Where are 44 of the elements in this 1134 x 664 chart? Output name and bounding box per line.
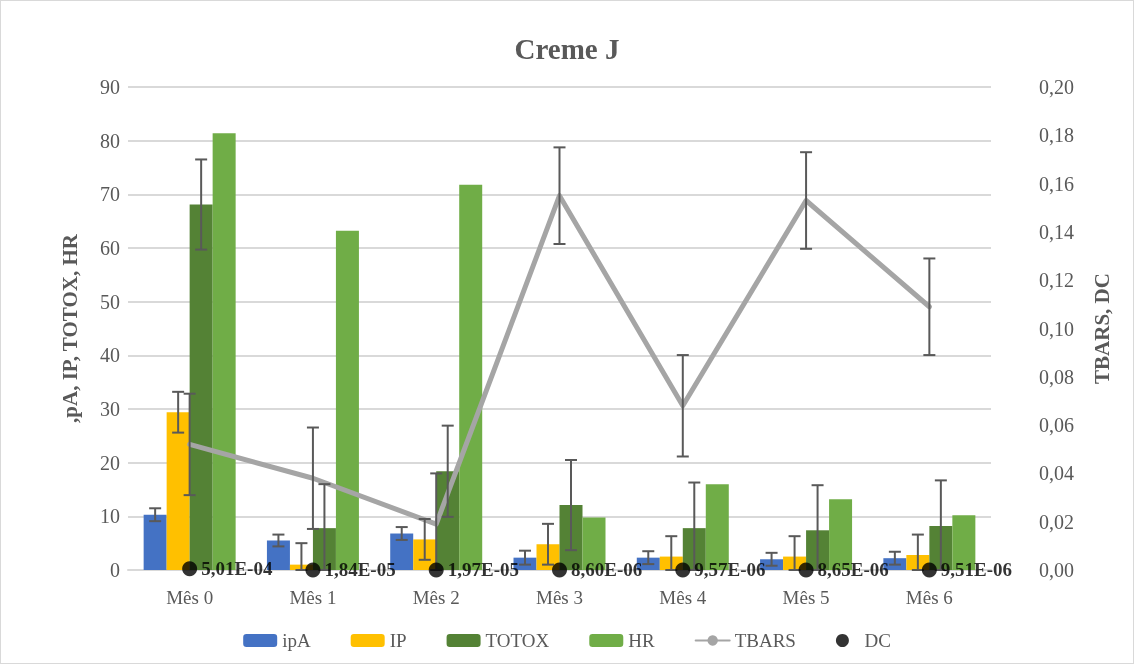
legend-label: IP bbox=[389, 630, 407, 651]
y-tick-label: 30 bbox=[100, 398, 120, 420]
y-tick-label: 90 bbox=[100, 76, 120, 98]
y2-tick-label: 0,16 bbox=[1039, 172, 1074, 195]
y-tick-label: 10 bbox=[100, 505, 120, 528]
y2-tick-label: 0,02 bbox=[1039, 510, 1074, 533]
y2-axis-title: TBARS, DC bbox=[1089, 273, 1114, 384]
x-tick-label: Mês 6 bbox=[905, 587, 953, 608]
legend-label: ipA bbox=[282, 630, 311, 651]
y-tick-label: 50 bbox=[100, 290, 120, 313]
y2-tick-label: 0,14 bbox=[1039, 220, 1074, 243]
y2-tick-label: 0,00 bbox=[1039, 559, 1074, 581]
data-label: 8,65E-06 bbox=[817, 559, 889, 581]
data-label: 9,51E-06 bbox=[940, 559, 1013, 581]
legend-label: TBARS bbox=[734, 630, 796, 651]
y-axis-title: ,pA, IP, TOTOX, HR bbox=[57, 233, 82, 423]
data-label: 1,97E-05 bbox=[447, 559, 519, 581]
y-tick-label: 70 bbox=[100, 183, 120, 206]
data-label: 9,57E-06 bbox=[694, 559, 766, 581]
x-tick-label: Mês 5 bbox=[782, 587, 830, 608]
chart-title: Creme J bbox=[514, 32, 620, 65]
y-tick-label: 60 bbox=[100, 237, 120, 259]
y-tick-label: 0 bbox=[110, 559, 120, 581]
x-tick-label: Mês 1 bbox=[289, 587, 337, 608]
x-tick-label: Mês 3 bbox=[536, 587, 583, 608]
legend-label: DC bbox=[864, 630, 891, 651]
x-tick-label: Mês 4 bbox=[659, 587, 707, 608]
y2-tick-label: 0,10 bbox=[1039, 317, 1074, 340]
y2-tick-label: 0,12 bbox=[1039, 269, 1074, 292]
legend-label: TOTOX bbox=[485, 630, 550, 651]
y-tick-label: 80 bbox=[100, 129, 120, 152]
y2-tick-label: 0,18 bbox=[1039, 124, 1074, 147]
x-tick-label: Mês 2 bbox=[412, 587, 460, 608]
y2-tick-label: 0,08 bbox=[1039, 365, 1074, 388]
data-label: 8,60E-06 bbox=[571, 559, 643, 581]
data-label: 5,01E-04 bbox=[201, 558, 273, 580]
x-tick-label: Mês 0 bbox=[166, 587, 214, 608]
y2-tick-label: 0,20 bbox=[1039, 76, 1074, 98]
y2-tick-label: 0,04 bbox=[1039, 462, 1074, 485]
y2-tick-label: 0,06 bbox=[1039, 414, 1074, 437]
legend-label: HR bbox=[628, 630, 655, 651]
y-tick-label: 20 bbox=[100, 451, 120, 474]
y-tick-label: 40 bbox=[100, 344, 120, 367]
data-label: 1,84E-05 bbox=[324, 559, 396, 581]
